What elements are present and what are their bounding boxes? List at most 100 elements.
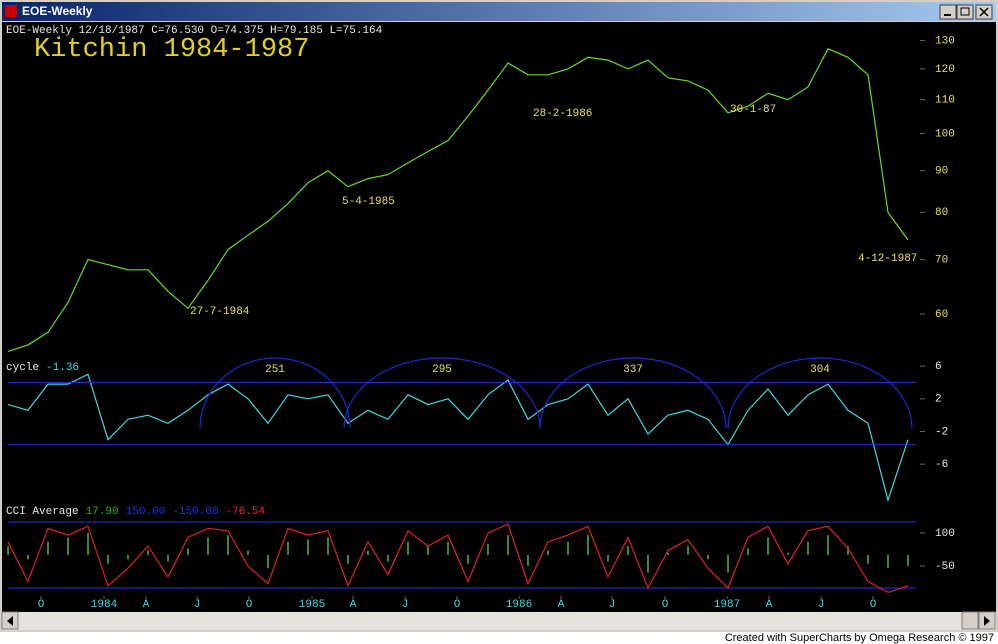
line-series	[7, 48, 909, 352]
y-tick-label: 130	[935, 35, 955, 47]
histogram-bar	[687, 546, 689, 555]
y-tick-label: 100	[935, 528, 955, 540]
line-series	[7, 373, 909, 503]
scrollbar	[1, 611, 996, 630]
histogram-bar	[147, 550, 149, 555]
x-tick-label: J	[402, 599, 409, 611]
x-tick-label: J	[818, 599, 825, 611]
annotation: 28-2-1986	[533, 108, 592, 120]
last-value: -1.36	[46, 362, 79, 374]
histogram-bar	[427, 546, 429, 555]
scroll-left-glyph	[7, 616, 13, 626]
histogram-bar	[267, 554, 269, 569]
histogram-bar	[47, 541, 49, 555]
x-tick-label: O	[246, 599, 253, 611]
histogram-bar	[647, 554, 649, 573]
minimize-button[interactable]	[939, 4, 957, 20]
histogram-bar	[487, 543, 489, 555]
scroll-track[interactable]	[2, 612, 996, 630]
window-buttons	[939, 4, 993, 20]
arc-label: 251	[265, 364, 285, 376]
histogram-bar	[207, 537, 209, 555]
histogram-bar	[667, 552, 669, 555]
histogram-bar	[887, 554, 889, 569]
histogram-bar	[867, 554, 869, 564]
histogram-bar	[27, 554, 29, 560]
y-tick-label: 120	[935, 64, 955, 76]
app-icon	[5, 5, 17, 17]
y-tick-label: 100	[935, 128, 955, 140]
y-tick-label: 70	[935, 254, 948, 266]
y-tick-label: 110	[935, 95, 955, 107]
histogram-bar	[567, 541, 569, 555]
title-bar	[2, 2, 996, 21]
histogram-bar	[847, 546, 849, 555]
y-tick-label: 2	[935, 394, 942, 406]
histogram-bar	[607, 554, 609, 562]
maximize-button[interactable]	[956, 4, 974, 20]
indicator-name: CCI Average	[6, 506, 79, 518]
histogram-bar	[747, 548, 749, 555]
histogram-bar	[87, 532, 89, 555]
x-tick-label: 1987	[714, 599, 740, 611]
histogram-bar	[347, 554, 349, 564]
x-tick-label: O	[870, 599, 877, 611]
readout: 17.90	[86, 506, 119, 518]
histogram-bar	[547, 550, 549, 555]
histogram-bar	[287, 541, 289, 555]
x-tick-label: O	[38, 599, 45, 611]
readout: 150.00	[126, 506, 166, 518]
x-tick-label: O	[662, 599, 669, 611]
histogram-bar	[127, 554, 129, 560]
x-tick-label: A	[143, 599, 150, 611]
histogram-bar	[367, 550, 369, 555]
footer: Created with SuperCharts by Omega Resear…	[725, 632, 994, 644]
cycle-arc	[539, 357, 727, 429]
histogram-bar	[307, 539, 309, 555]
chart-header: EOE-Weekly 12/18/1987 C=76.530 O=74.375 …	[6, 25, 383, 37]
readout: -76.54	[225, 506, 265, 518]
x-tick-label: J	[194, 599, 201, 611]
close-glyph	[979, 7, 989, 17]
readout: -150.00	[172, 506, 218, 518]
annotation: 4-12-1987	[858, 253, 917, 265]
histogram-bar	[827, 535, 829, 555]
cycle-arc	[199, 357, 351, 429]
scroll-thumb[interactable]	[961, 611, 979, 630]
maximize-glyph	[960, 7, 970, 16]
chart-area	[2, 22, 996, 612]
histogram-bar	[447, 541, 449, 555]
histogram-bar	[187, 548, 189, 555]
histogram-bar	[527, 554, 529, 566]
histogram-bar	[767, 537, 769, 555]
arc-label: 304	[810, 364, 830, 376]
histogram-bar	[227, 535, 229, 555]
histogram-bar	[7, 546, 9, 555]
y-tick-label: -50	[935, 561, 955, 573]
cycle-arc	[343, 357, 541, 429]
x-tick-label: J	[609, 599, 616, 611]
x-tick-label: 1985	[299, 599, 325, 611]
annotation: 27-7-1984	[190, 306, 250, 318]
histogram-bar	[107, 554, 109, 564]
histogram-bar	[627, 546, 629, 555]
chart-title: Kitchin 1984-1987	[34, 35, 309, 65]
histogram-bar	[407, 541, 409, 555]
series-name: cycle	[6, 362, 39, 374]
annotation: 30-1-87	[730, 104, 776, 116]
x-tick-label: A	[766, 599, 773, 611]
x-tick-label: O	[454, 599, 461, 611]
annotation: 5-4-1985	[342, 196, 395, 208]
window-title: EOE-Weekly	[22, 4, 93, 18]
cycle-arc	[727, 357, 913, 429]
histogram-bar	[807, 541, 809, 555]
histogram-bar	[907, 554, 909, 566]
x-tick-label: 1986	[506, 599, 532, 611]
y-tick-label: -6	[935, 459, 948, 471]
histogram-bar	[787, 552, 789, 555]
histogram-bar	[247, 550, 249, 555]
histogram-bar	[387, 554, 389, 562]
scroll-right-glyph	[984, 616, 990, 626]
arc-label: 295	[432, 364, 452, 376]
